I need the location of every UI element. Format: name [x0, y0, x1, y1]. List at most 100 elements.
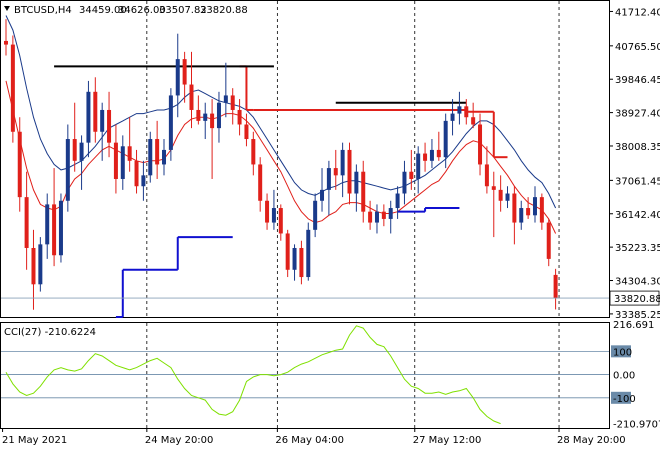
- bearish-candle-body: [546, 222, 551, 259]
- bullish-candle-body: [374, 211, 379, 223]
- y-axis-label: 34304.30: [615, 277, 660, 288]
- bearish-candle-body: [368, 211, 373, 223]
- bearish-candle-body: [278, 208, 283, 234]
- bearish-candle-body: [526, 208, 531, 216]
- bullish-candle-body: [271, 208, 276, 223]
- bearish-candle-body: [347, 149, 352, 194]
- symbol-label: BTCUSD,H4: [14, 5, 72, 16]
- cci-axis-label: 0.00: [613, 371, 635, 382]
- cci-line: [5, 325, 501, 425]
- bearish-candle-body: [24, 197, 29, 248]
- bearish-candle-body: [134, 160, 139, 187]
- bearish-candle-body: [361, 171, 366, 212]
- bearish-candle-body: [471, 117, 476, 125]
- bullish-candle-body: [45, 204, 50, 245]
- cci-title: CCI(27) -210.6224: [4, 327, 96, 338]
- bullish-candle-body: [457, 106, 462, 114]
- y-axis-label: 33385.25: [615, 310, 660, 321]
- bearish-candle-body: [4, 40, 8, 45]
- y-axis-label: 38927.40: [615, 109, 660, 120]
- bearish-candle-body: [72, 139, 77, 161]
- bullish-candle-body: [354, 171, 359, 194]
- bearish-candle-body: [189, 84, 194, 110]
- ohlc-close: 33820.88: [200, 5, 248, 16]
- bullish-candle-body: [443, 120, 448, 158]
- bearish-candle-body: [512, 193, 517, 223]
- bearish-candle-body: [17, 131, 22, 198]
- bullish-candle-body: [141, 175, 146, 187]
- bearish-candle-body: [539, 197, 544, 223]
- collapse-triangle-icon[interactable]: [4, 6, 10, 11]
- y-axis-label: 36142.40: [615, 210, 660, 221]
- bearish-candle-body: [107, 109, 112, 143]
- grid-layer: [1, 1, 609, 428]
- bearish-candle-body: [423, 153, 428, 161]
- bearish-candle-body: [464, 106, 469, 118]
- bearish-candle-body: [299, 247, 304, 278]
- bullish-candle-body: [320, 189, 325, 201]
- cci-level-tag: [611, 345, 631, 358]
- bearish-candle-body: [127, 146, 132, 161]
- y-axis-label: 40765.50: [615, 42, 660, 53]
- ohlc-low: 33507.82: [159, 5, 207, 16]
- main-panel-frame: [0, 0, 610, 318]
- bearish-candle-body: [52, 204, 57, 256]
- bearish-candle-body: [230, 95, 235, 110]
- bearish-candle-body: [381, 211, 386, 219]
- y-axis-label: 41712.40: [615, 7, 660, 18]
- bullish-candle-body: [292, 247, 297, 270]
- bearish-candle-body: [436, 149, 441, 158]
- cci-level-tag: [611, 391, 631, 404]
- x-axis-label: 24 May 20:00: [145, 435, 214, 446]
- bullish-candle-body: [38, 244, 43, 285]
- bearish-candle-body: [182, 59, 187, 85]
- axis-layer: 41712.40 40765.50 39846.45 38927.40 38008.35…: [2, 7, 660, 446]
- bearish-candle-body: [113, 142, 118, 179]
- bearish-candle-body: [196, 109, 201, 121]
- bullish-candle-body: [429, 149, 434, 161]
- bullish-candle-body: [162, 149, 167, 165]
- y-axis-label: 38008.35: [615, 142, 660, 153]
- ohlc-open: 34459.00: [79, 5, 127, 16]
- bullish-candle-body: [203, 113, 208, 121]
- bullish-candle-body: [216, 102, 221, 129]
- cci-axis-label: -210.9707: [613, 420, 660, 431]
- bullish-candle-body: [148, 139, 153, 176]
- cci-series-layer: [5, 325, 501, 425]
- current-price-tag: [609, 290, 660, 306]
- bearish-candle-body: [409, 171, 414, 179]
- ohlc-high: 34626.00: [118, 5, 166, 16]
- y-axis-label: 39846.45: [615, 75, 660, 86]
- x-axis-label: 26 May 04:00: [275, 435, 344, 446]
- bullish-candle-body: [100, 109, 105, 132]
- bullish-candle-body: [326, 168, 331, 190]
- bearish-candle-body: [210, 113, 215, 129]
- bearish-candle-body: [265, 200, 270, 223]
- bullish-candle-body: [313, 200, 318, 230]
- bearish-candle-body: [237, 109, 242, 125]
- x-axis-label: 27 May 12:00: [413, 435, 482, 446]
- slow-moving-average-line: [5, 15, 557, 209]
- bullish-candle-body: [505, 193, 510, 201]
- bullish-candle-body: [86, 91, 91, 143]
- bearish-candle-body: [258, 164, 263, 201]
- bullish-candle-body: [395, 193, 400, 209]
- x-axis-label: 21 May 2021: [2, 435, 67, 446]
- bullish-candle-body: [120, 146, 125, 179]
- bearish-candle-body: [478, 124, 483, 165]
- bullish-candle-body: [58, 200, 63, 256]
- cci-axis-label: 216.691: [613, 320, 654, 331]
- y-axis-label: 37061.45: [615, 176, 660, 187]
- bullish-candle-body: [388, 208, 393, 219]
- cci-axis-label: 100: [613, 347, 632, 358]
- bullish-candle-body: [223, 95, 228, 103]
- x-axis-label: 28 May 20:00: [557, 435, 626, 446]
- current-price-tag-label: 33820.88: [614, 294, 660, 305]
- bearish-candle-body: [10, 44, 15, 132]
- bearish-candle-body: [244, 124, 249, 140]
- bearish-candle-body: [553, 274, 558, 299]
- bullish-candle-body: [340, 149, 345, 176]
- bearish-candle-body: [484, 164, 489, 187]
